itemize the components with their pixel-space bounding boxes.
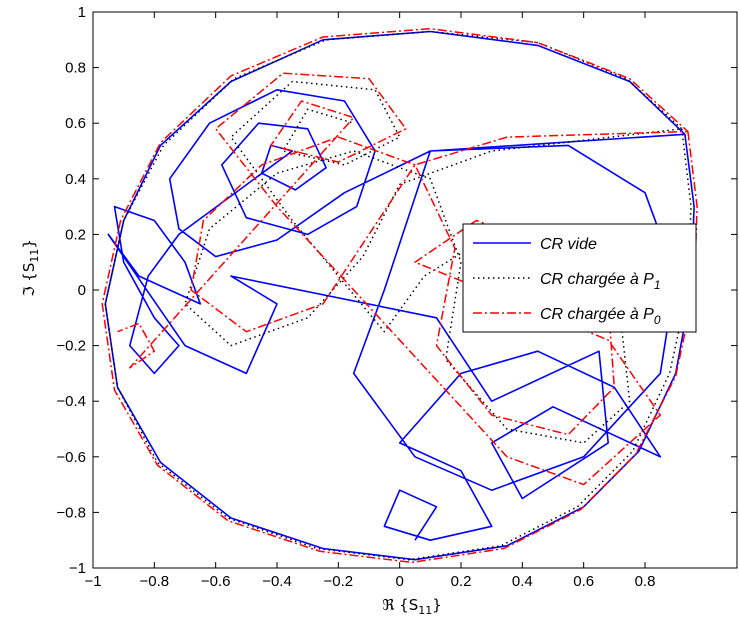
- x-tick-label: −0.4: [262, 573, 292, 590]
- y-tick-label: −0.6: [56, 449, 86, 466]
- series-layer: [101, 27, 698, 564]
- y-tick-label: −1: [69, 560, 86, 577]
- x-tick-label: 0.8: [635, 573, 656, 590]
- x-tick-label: 0: [395, 573, 403, 590]
- y-axis-label: ℑ {S11}: [20, 239, 41, 297]
- y-tick-label: 0.8: [65, 60, 86, 77]
- legend-label-cr-chargee-p1: CR chargée à P1: [540, 271, 661, 292]
- legend-box: [462, 223, 697, 333]
- y-tick-label: 1: [78, 4, 86, 21]
- y-tick-label: 0: [78, 282, 86, 299]
- y-tick-label: 0.2: [65, 226, 86, 243]
- y-tick-label: 0.4: [65, 171, 86, 188]
- x-tick-label: −1: [84, 573, 101, 590]
- ticks-layer: −1 −0.8 −0.6 −0.4 −0.2 0 0.2 0.4 0.6 0.8 −1 −0.8 −0.…: [56, 4, 737, 590]
- series-line-0: [104, 30, 695, 561]
- x-tick-label: −0.2: [324, 573, 354, 590]
- x-tick-label: 0.6: [573, 573, 594, 590]
- series-line-2: [101, 27, 698, 564]
- x-tick-label: 0.4: [512, 573, 533, 590]
- x-tick-label: −0.8: [140, 573, 170, 590]
- x-tick-label: 0.2: [451, 573, 472, 590]
- legend: CR vide CR chargée à P1 CR chargée à P0: [462, 223, 697, 333]
- x-axis-label: ℜ {S11}: [382, 596, 442, 617]
- y-tick-label: −0.4: [56, 393, 86, 410]
- y-tick-label: −0.2: [56, 338, 86, 355]
- y-tick-label: −0.8: [56, 504, 86, 521]
- x-tick-label: −0.6: [201, 573, 231, 590]
- legend-label-cr-chargee-p0: CR chargée à P0: [540, 306, 661, 327]
- legend-label-cr-vide: CR vide: [540, 236, 597, 253]
- y-tick-label: 0.6: [65, 115, 86, 132]
